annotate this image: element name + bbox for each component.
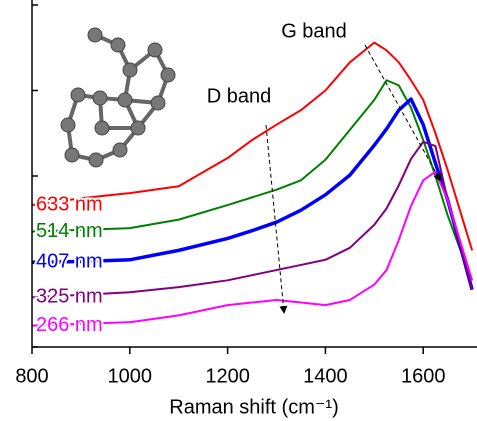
d-band-arrow bbox=[265, 124, 288, 314]
annotation: D band bbox=[207, 85, 272, 107]
x-tick-label: 1400 bbox=[303, 365, 348, 387]
g-band-arrow bbox=[364, 44, 441, 182]
x-tick-label: 1200 bbox=[205, 365, 250, 387]
legend-label: 407 nm bbox=[36, 251, 103, 273]
plot-area bbox=[32, 41, 474, 327]
series-line bbox=[32, 170, 474, 327]
legend-label: 266 nm bbox=[36, 314, 103, 336]
x-tick-label: 1000 bbox=[108, 365, 153, 387]
x-axis-label: Raman shift (cm⁻¹) bbox=[169, 396, 338, 418]
x-tick-label: 800 bbox=[15, 365, 48, 387]
legend-label: 325 nm bbox=[36, 286, 103, 308]
x-tick-label: 1600 bbox=[401, 365, 446, 387]
legend-label: 514 nm bbox=[36, 220, 103, 242]
series-line bbox=[32, 140, 474, 299]
molecule-atoms bbox=[60, 27, 176, 168]
series-line bbox=[32, 97, 474, 291]
annotation: G band bbox=[281, 20, 347, 42]
legend-label: 633 nm bbox=[36, 193, 103, 215]
series-line bbox=[32, 41, 474, 251]
